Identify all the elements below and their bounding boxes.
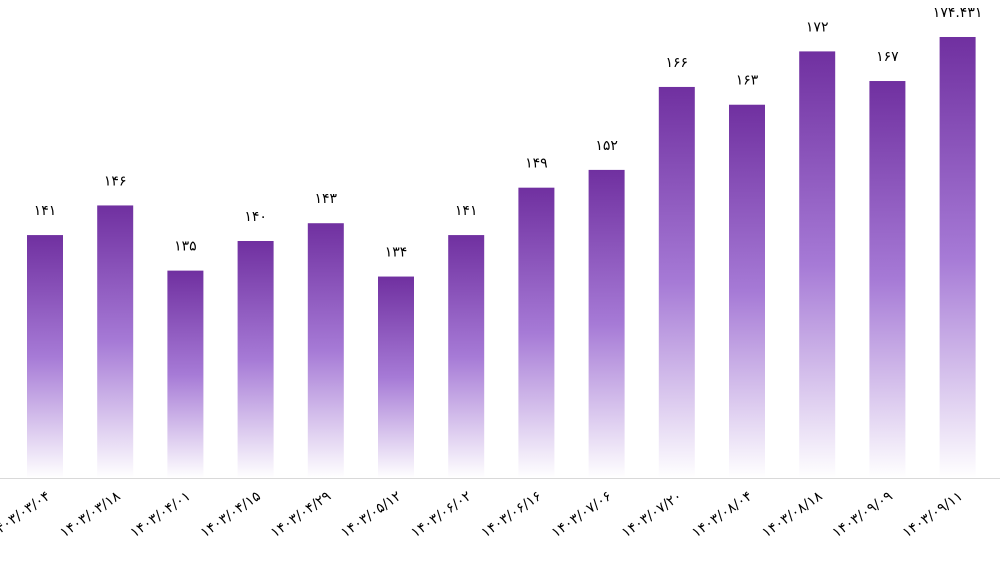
data-label: ۱۶۶: [666, 55, 689, 71]
bar: [518, 187, 555, 479]
x-tick-label: ۱۴۰۳/۰۷/۰۶: [549, 488, 615, 541]
bar: [97, 205, 134, 478]
data-label: ۱۶۳: [736, 73, 759, 89]
bar: [799, 51, 836, 479]
bar: [448, 235, 485, 478]
data-label: ۱۳۴: [385, 245, 408, 261]
x-tick-label: ۱۴۰۳/۰۳/۱۸: [57, 488, 124, 541]
data-label: ۱۳۵: [174, 239, 197, 255]
x-tick-label: ۱۴۰۳/۰۸/۱۸: [759, 488, 826, 541]
bar: [658, 86, 695, 478]
data-label: ۱۷۴.۴۳۱: [933, 5, 983, 21]
x-tick-label: ۱۴۰۳/۰۶/۱۶: [479, 488, 545, 541]
data-label: ۱۵۲: [595, 138, 618, 154]
data-label: ۱۴۱: [455, 203, 478, 219]
bar: [307, 223, 344, 478]
x-tick-label: ۱۴۰۳/۰۳/۰۴: [0, 488, 53, 541]
bar: [869, 81, 906, 479]
data-label: ۱۷۲: [806, 19, 829, 35]
bar: [237, 241, 274, 478]
x-tick-label: ۱۴۰۳/۰۴/۰۱: [128, 488, 194, 541]
bar: [588, 169, 625, 478]
x-tick-label: ۱۴۰۳/۰۴/۲۹: [268, 488, 334, 541]
data-label: ۱۴۱: [34, 203, 57, 219]
x-tick-label: ۱۴۰۳/۰۶/۰۲: [408, 488, 474, 541]
bar: [167, 270, 204, 478]
x-tick-label: ۱۴۰۳/۰۵/۱۲: [338, 488, 404, 541]
bar: [378, 276, 414, 478]
bar: [939, 36, 976, 478]
x-tick-label: ۱۴۰۳/۰۸/۰۴: [689, 488, 755, 541]
bar: [27, 235, 63, 478]
bar: [729, 104, 765, 478]
data-label: ۱۴۹: [525, 156, 548, 172]
x-tick-label: ۱۴۰۳/۰۴/۱۵: [198, 488, 264, 541]
x-tick-label: ۱۴۰۳/۰۹/۱۱: [900, 488, 966, 541]
data-label: ۱۴۰: [244, 209, 267, 225]
data-label: ۱۴۳: [315, 191, 338, 207]
data-label: ۱۶۷: [876, 49, 899, 65]
x-tick-label: ۱۴۰۳/۰۹/۰۹: [830, 488, 896, 541]
x-tick-label: ۱۴۰۳/۰۷/۲۰: [619, 488, 685, 541]
data-label: ۱۴۶: [104, 173, 127, 189]
